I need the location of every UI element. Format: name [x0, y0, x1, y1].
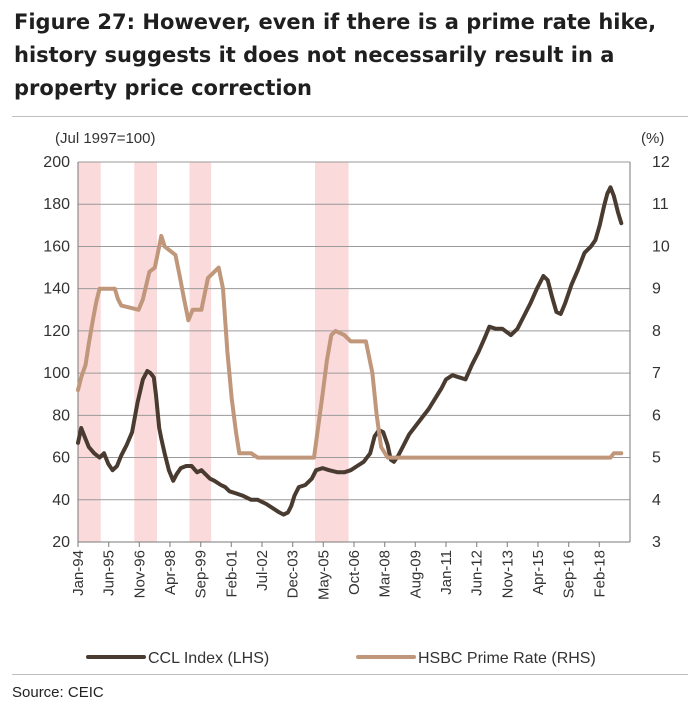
x-tick-label: Oct-06 — [346, 550, 363, 595]
right-tick-label: 9 — [652, 281, 661, 298]
x-tick-label: Jun-95 — [101, 550, 118, 596]
x-tick-label: Jun-12 — [469, 550, 486, 596]
footer-divider — [12, 674, 688, 675]
right-tick-label: 11 — [652, 196, 669, 213]
left-tick-label: 200 — [43, 154, 70, 171]
right-tick-label: 3 — [652, 534, 661, 551]
x-tick-label: May-05 — [315, 550, 332, 600]
right-axis-label: (%) — [641, 130, 664, 147]
x-tick-label: Mar-08 — [377, 550, 394, 598]
x-tick-label: Feb-18 — [591, 550, 608, 598]
right-tick-label: 6 — [652, 407, 661, 424]
left-tick-label: 80 — [52, 407, 70, 424]
x-tick-label: Nov-96 — [131, 550, 148, 598]
prime-rate-line — [76, 233, 624, 460]
left-tick-label: 40 — [52, 492, 70, 509]
x-tick-label: Jul-02 — [254, 550, 271, 591]
left-tick-label: 20 — [52, 534, 70, 551]
x-tick-label: Apr-15 — [530, 550, 547, 595]
legend-label-2: HSBC Prime Rate (RHS) — [418, 650, 596, 667]
x-tick-label: Sep-16 — [561, 550, 578, 598]
left-tick-label: 140 — [43, 281, 70, 298]
x-tick-label: Aug-09 — [407, 550, 424, 598]
right-tick-label: 10 — [652, 238, 670, 255]
right-tick-label: 12 — [652, 154, 670, 171]
legend-label-1: CCL Index (LHS) — [148, 650, 269, 667]
chart-title: Figure 27: However, even if there is a p… — [14, 10, 657, 100]
right-tick-label: 4 — [652, 492, 661, 509]
left-tick-label: 100 — [43, 365, 70, 382]
source-note: Source: CEIC — [12, 684, 104, 701]
left-tick-label: 120 — [43, 323, 70, 340]
x-tick-label: Jan-94 — [70, 550, 87, 596]
right-tick-label: 5 — [652, 450, 661, 467]
shaded-period-4 — [315, 162, 349, 542]
x-tick-label: Jan-11 — [438, 550, 455, 595]
left-tick-label: 160 — [43, 238, 70, 255]
left-axis-label: (Jul 1997=100) — [55, 130, 156, 147]
x-tick-label: Feb-01 — [223, 550, 240, 598]
title-divider — [12, 116, 688, 117]
right-tick-label: 7 — [652, 365, 661, 382]
x-tick-label: Dec-03 — [285, 550, 302, 598]
x-tick-label: Sep-99 — [193, 550, 210, 598]
shaded-period-3 — [189, 162, 212, 542]
left-tick-label: 180 — [43, 196, 70, 213]
x-tick-label: Nov-13 — [499, 550, 516, 598]
shaded-period-2 — [134, 162, 158, 542]
right-tick-label: 8 — [652, 323, 661, 340]
x-tick-label: Apr-98 — [162, 550, 179, 595]
left-tick-label: 60 — [52, 450, 70, 467]
ccl-index-line — [76, 185, 624, 517]
